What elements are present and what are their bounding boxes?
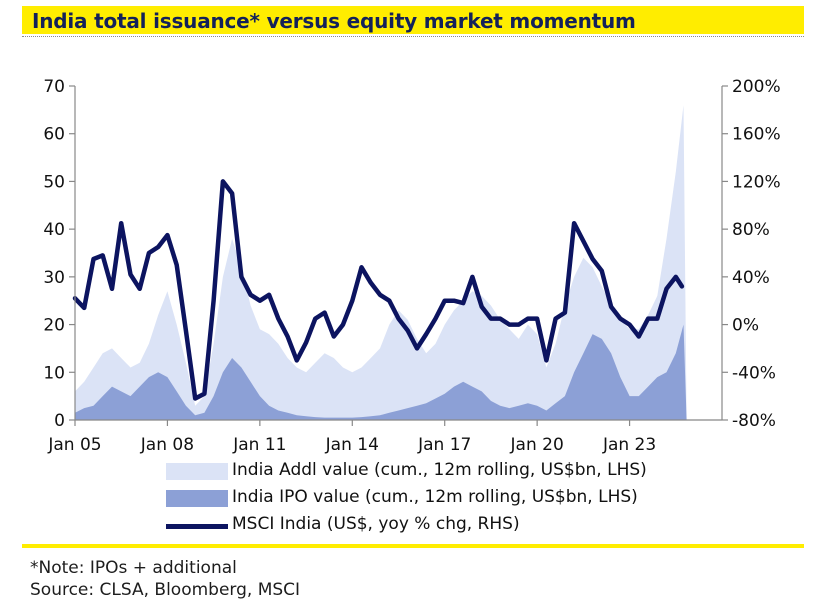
x-tick-label: Jan 17 bbox=[417, 435, 471, 455]
x-tick-label: Jan 14 bbox=[325, 435, 379, 455]
addl-value-area bbox=[75, 105, 687, 420]
source-line: Source: CLSA, Bloomberg, MSCI bbox=[30, 580, 301, 600]
left-tick-label: 70 bbox=[43, 77, 65, 97]
footnote: *Note: IPOs + additional bbox=[30, 558, 237, 578]
legend-label-msci: MSCI India (US$, yoy % chg, RHS) bbox=[232, 514, 520, 534]
axes-layer bbox=[69, 85, 728, 426]
left-tick-label: 0 bbox=[54, 411, 65, 431]
footer-divider bbox=[22, 544, 804, 548]
x-tick-label: Jan 20 bbox=[510, 435, 564, 455]
footer-notes: *Note: IPOs + additional Source: CLSA, B… bbox=[30, 557, 300, 601]
tick-labels-layer: 0 10 20 30 40 50 60 70 -80% -40% 0% 40% 80% 120% 160% 2… bbox=[43, 77, 780, 455]
legend-swatch-addl bbox=[166, 463, 228, 480]
title-bar: India total issuance* versus equity mark… bbox=[22, 6, 804, 34]
x-tick-label: Jan 11 bbox=[232, 435, 286, 455]
right-tick-label: 0% bbox=[732, 316, 759, 336]
title-divider bbox=[22, 36, 804, 38]
left-tick-label: 30 bbox=[43, 268, 65, 288]
left-tick-label: 60 bbox=[43, 125, 65, 145]
legend-swatch-ipo bbox=[166, 490, 228, 507]
line-series-layer bbox=[72, 179, 685, 401]
left-tick-label: 40 bbox=[43, 220, 65, 240]
left-tick-label: 50 bbox=[43, 172, 65, 192]
legend-line-msci bbox=[166, 524, 228, 529]
legend-label-addl: India Addl value (cum., 12m rolling, US$… bbox=[232, 460, 647, 480]
left-tick-label: 10 bbox=[43, 363, 65, 383]
legend-label-ipo: India IPO value (cum., 12m rolling, US$b… bbox=[232, 487, 638, 507]
x-tick-label: Jan 05 bbox=[47, 435, 101, 455]
chart-area: 0 10 20 30 40 50 60 70 -80% -40% 0% 40% 80% 120% 160% 2… bbox=[43, 77, 780, 455]
area-series-layer bbox=[75, 105, 687, 420]
right-tick-label: 80% bbox=[732, 220, 770, 240]
ipo-value-area bbox=[75, 324, 687, 420]
right-tick-label: 120% bbox=[732, 172, 781, 192]
x-tick-label: Jan 23 bbox=[602, 435, 656, 455]
x-tick-label: Jan 08 bbox=[140, 435, 194, 455]
right-tick-label: 40% bbox=[732, 268, 770, 288]
right-tick-label: -40% bbox=[732, 363, 776, 383]
msci-india-line bbox=[72, 179, 685, 401]
right-tick-label: 200% bbox=[732, 77, 781, 97]
right-tick-label: 160% bbox=[732, 125, 781, 145]
chart-title: India total issuance* versus equity mark… bbox=[32, 9, 636, 33]
left-tick-label: 20 bbox=[43, 316, 65, 336]
right-tick-label: -80% bbox=[732, 411, 776, 431]
